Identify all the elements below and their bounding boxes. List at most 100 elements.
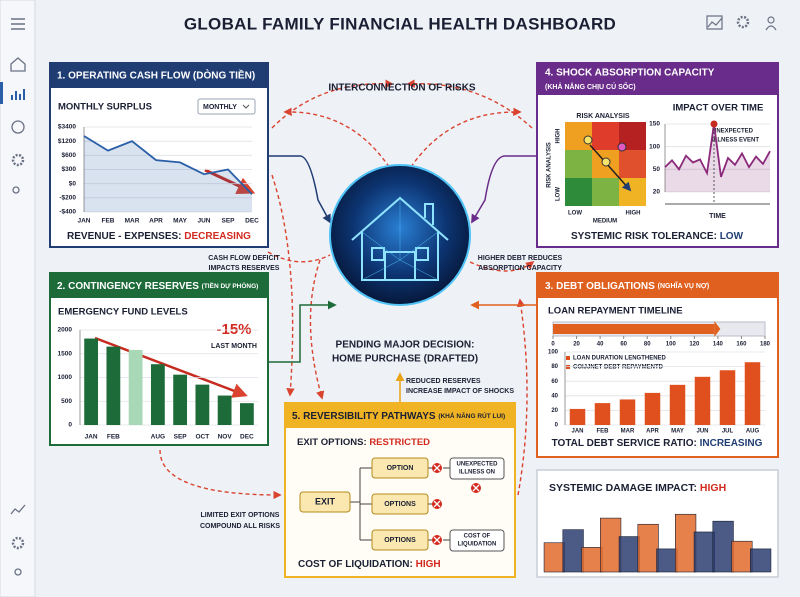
- panel-title: 1. OPERATING CASH FLOW (DÒNG TIỀN): [57, 69, 255, 82]
- bar: [543, 542, 565, 573]
- bar: [675, 513, 697, 573]
- y-tick-label: 100: [548, 350, 559, 356]
- bar: [569, 408, 586, 425]
- panel-title: SYSTEMIC DAMAGE IMPACT: HIGH: [549, 482, 726, 494]
- dropdown-chevron: [242, 104, 250, 109]
- x-tick-label: 160: [736, 342, 747, 348]
- outcome-label: COST OF: [464, 534, 491, 540]
- flow-link: [268, 155, 331, 224]
- panel-footer: COST OF LIQUIDATION: HIGH: [298, 559, 441, 570]
- users-icon[interactable]: [12, 186, 20, 194]
- title-note: (TIỀN DỰ PHÒNG): [202, 280, 259, 290]
- x-tick-label: 80: [644, 342, 651, 348]
- bar: [669, 384, 686, 425]
- sidebar-bg: [0, 0, 36, 597]
- title-text: 2. CONTINGENCY RESERVES: [57, 281, 202, 292]
- risk-link: [271, 79, 394, 129]
- line: [664, 123, 771, 178]
- footer-status: DECREASING: [184, 231, 251, 242]
- annotation: IMPACTS RESERVES: [209, 265, 280, 272]
- y-tick-label: $3400: [58, 124, 76, 131]
- event-label: ILLNESS EVENT: [712, 138, 759, 144]
- area-fill: [84, 136, 252, 212]
- debt-panel: 3. DEBT OBLIGATIONS (NGHĨA VỤ NỢ) LOAN R…: [536, 272, 779, 458]
- x-tick-label: JAN: [85, 434, 98, 441]
- footer-label: TOTAL DEBT SERVICE RATIO:: [552, 438, 700, 449]
- x-axis-title: TIME: [709, 213, 726, 220]
- line: [83, 135, 253, 195]
- matrix-x-label: HIGH: [626, 211, 641, 217]
- analytics-button[interactable]: [706, 15, 723, 30]
- outcome-label: LIQUIDATION: [458, 542, 497, 548]
- panel-title: 3. DEBT OBLIGATIONS (NGHĨA VỤ NỢ): [545, 281, 709, 292]
- risk-link: [283, 107, 401, 186]
- area-fill: [665, 124, 770, 192]
- settings-button[interactable]: [736, 15, 750, 29]
- outcome-label: ILLNESS ON: [459, 470, 495, 476]
- chart-icon[interactable]: [11, 89, 25, 100]
- panel-title: 4. SHOCK ABSORPTION CAPACITY: [545, 68, 715, 79]
- x-tick-label: 40: [597, 342, 604, 348]
- matrix-cell: [565, 178, 592, 206]
- bar: [562, 529, 584, 573]
- y-tick-label: $1200: [58, 138, 76, 145]
- history-icon[interactable]: [11, 120, 25, 134]
- x-tick-label: 60: [620, 342, 627, 348]
- x-tick-label: APR: [149, 218, 163, 225]
- x-tick-label: SEP: [221, 218, 235, 225]
- y-tick-label: -$400: [59, 209, 76, 216]
- footer-label: SYSTEMIC RISK TOLERANCE:: [571, 231, 720, 242]
- bar: [694, 376, 711, 425]
- menu-icon[interactable]: [11, 18, 25, 30]
- bar: [656, 548, 678, 573]
- dropdown[interactable]: [197, 98, 256, 115]
- x-tick-label: AUG: [746, 429, 760, 435]
- profile-icon[interactable]: [14, 568, 22, 576]
- exit-node-label: EXIT: [315, 496, 336, 506]
- bar: [195, 384, 210, 425]
- chart-subtitle: EMERGENCY FUND LEVELS: [58, 307, 188, 318]
- bar: [581, 547, 603, 573]
- progress-bar: [553, 324, 715, 334]
- x-tick-label: JUN: [197, 218, 210, 225]
- progress-arrow: [714, 321, 721, 337]
- y-tick-label: $600: [62, 152, 77, 159]
- matrix-point: [601, 157, 611, 167]
- bar: [712, 520, 734, 573]
- profile-button[interactable]: [765, 16, 777, 31]
- bar: [84, 338, 99, 425]
- footer-status: INCREASING: [700, 438, 763, 449]
- x-tick-label: JAN: [571, 429, 583, 435]
- matrix-arrow: [589, 144, 632, 192]
- y-tick-label: 500: [61, 398, 72, 405]
- x-tick-label: 120: [689, 342, 700, 348]
- legend-label: LOAN DURATION LENGTHENED: [573, 356, 667, 362]
- settings-icon[interactable]: [11, 536, 25, 550]
- page-title: GLOBAL FAMILY FINANCIAL HEALTH DASHBOARD: [184, 14, 616, 33]
- matrix-cell: [592, 178, 619, 206]
- exit-options: EXIT OPTIONS: RESTRICTED: [297, 437, 430, 448]
- bar: [731, 540, 753, 573]
- trend-icon[interactable]: [10, 504, 26, 515]
- chart-subtitle: MONTHLY SURPLUS: [58, 102, 152, 113]
- y-tick-label: $0: [69, 180, 77, 187]
- x-tick-label: FEB: [107, 434, 120, 441]
- connectors: [159, 79, 537, 500]
- exit-node: [299, 491, 351, 513]
- x-tick-label: 100: [666, 342, 677, 348]
- risk-link: [271, 174, 295, 397]
- home-icon[interactable]: [10, 57, 26, 72]
- center-node: PENDING MAJOR DECISION: HOME PURCHASE (D…: [329, 164, 478, 365]
- settings-icon[interactable]: [11, 153, 25, 167]
- panel-footer: REVENUE - EXPENSES: DECREASING: [67, 231, 251, 242]
- dropdown-label: MONTHLY: [203, 104, 237, 111]
- x-tick-label: FEB: [102, 218, 115, 225]
- exit-link: [516, 298, 528, 496]
- y-tick-label: -$200: [59, 195, 76, 202]
- title-text: 5. REVERSIBILITY PATHWAYS: [292, 411, 438, 422]
- bar: [128, 349, 143, 425]
- annotation: LIMITED EXIT OPTIONS: [201, 512, 280, 519]
- footer-label: COST OF LIQUIDATION:: [298, 559, 416, 570]
- y-tick-label: 1500: [58, 350, 73, 357]
- y-tick-label: 0: [555, 423, 559, 429]
